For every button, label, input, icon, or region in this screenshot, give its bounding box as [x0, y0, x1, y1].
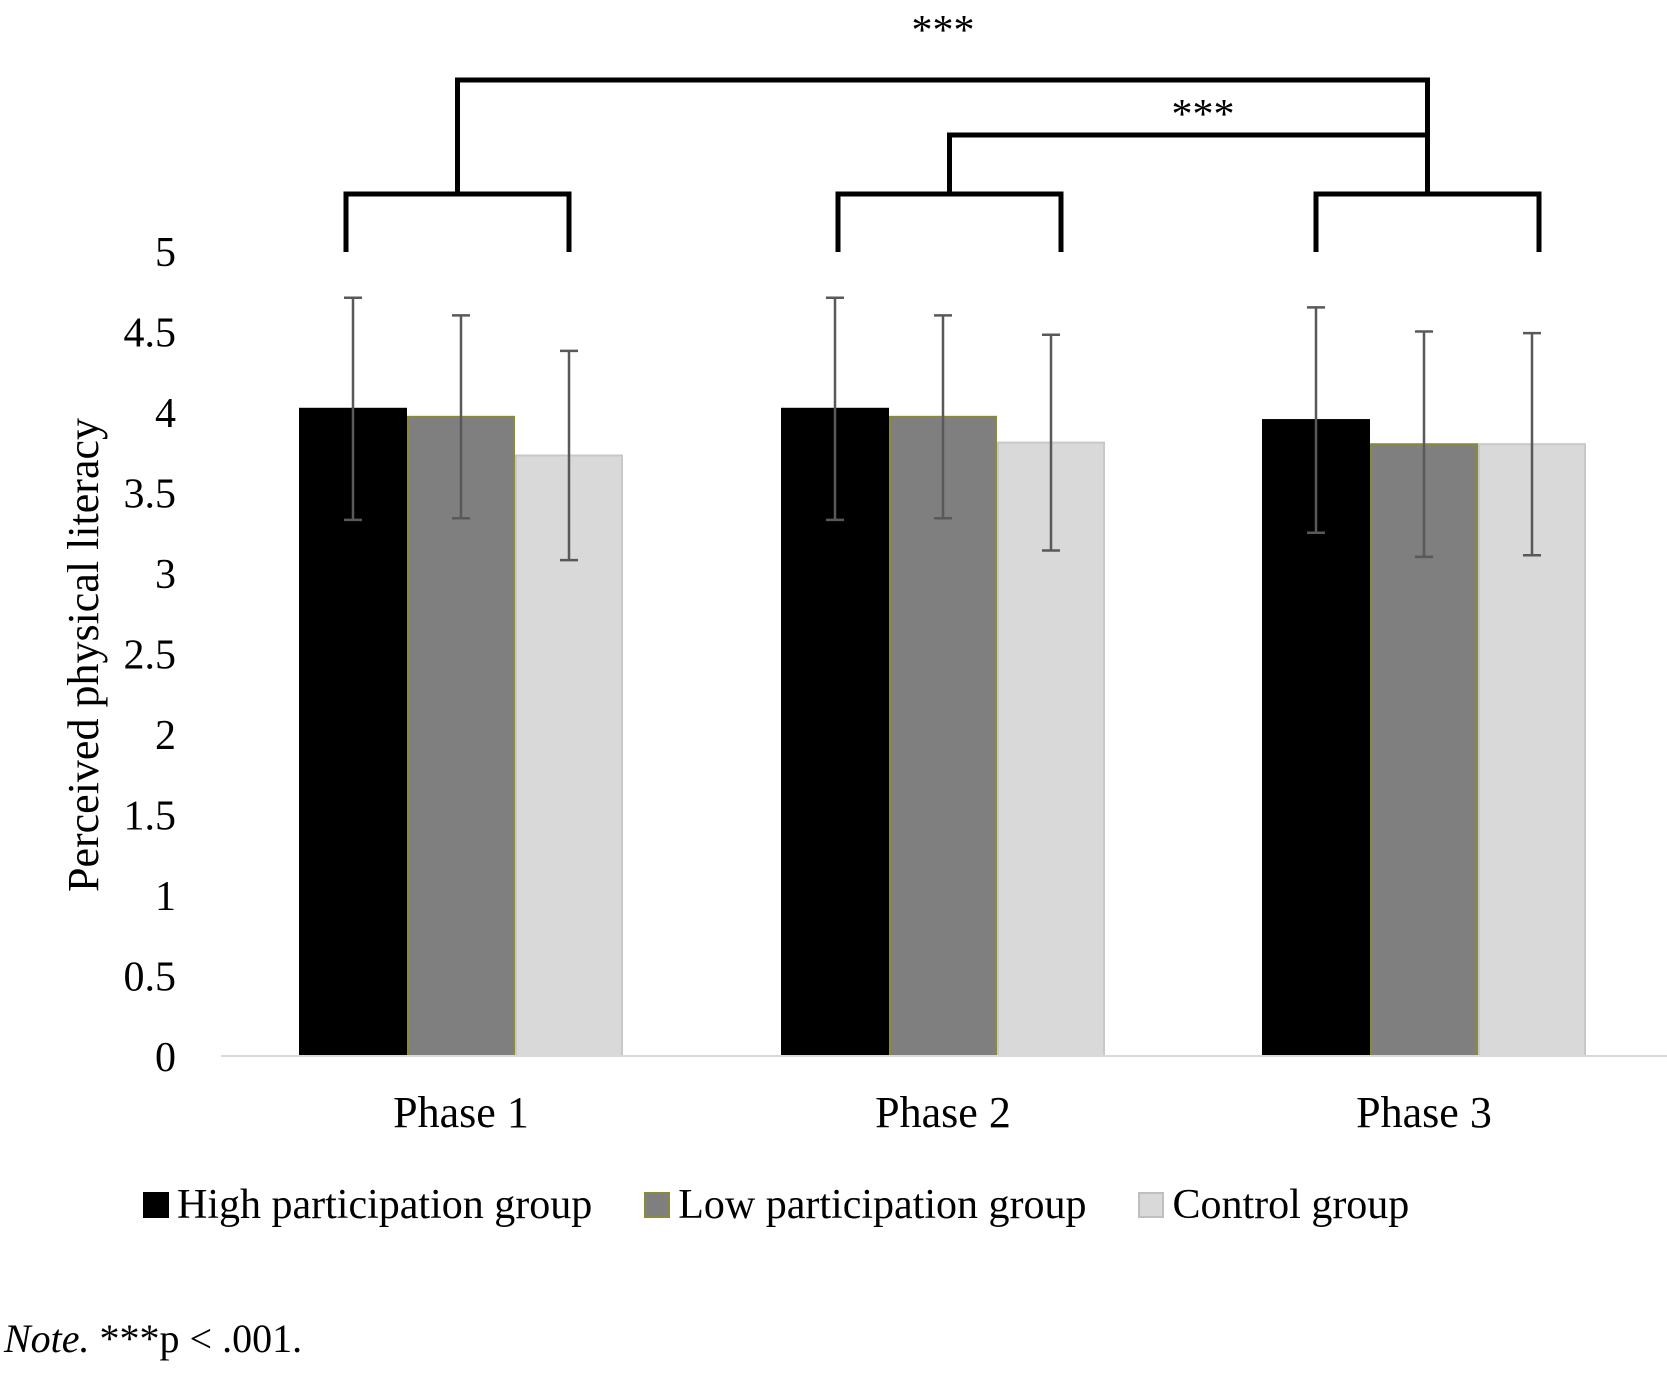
legend-item-3: Control group: [1138, 1181, 1409, 1229]
x-tick-label: Phase 1: [393, 1088, 529, 1137]
y-tick-label: 4: [155, 391, 176, 437]
y-tick-label: 3.5: [124, 472, 177, 518]
y-axis-ticks: 0 0.5 1 1.5 2 2.5 3 3.5 4 4.5 5: [124, 230, 177, 1081]
legend-label: Low participation group: [678, 1182, 1087, 1228]
legend-swatch: [143, 1192, 169, 1218]
legend-swatch: [1138, 1192, 1165, 1218]
legend-label: Control group: [1172, 1182, 1410, 1228]
phase-bracket-1: [343, 191, 572, 252]
y-tick-label: 2: [155, 713, 176, 759]
significance-brackets: *** ***: [343, 8, 1542, 252]
legend: High participation group Low participatio…: [143, 1180, 1461, 1230]
y-axis-label: Perceived physical literacy: [59, 418, 108, 892]
phase-bracket-2: [835, 191, 1064, 252]
legend-item-2: Low participation group: [644, 1181, 1086, 1229]
note-label: Note.: [4, 1316, 90, 1361]
y-tick-label: 0.5: [124, 955, 177, 1001]
bar-phase-2-series-2: [889, 415, 997, 1057]
phase-bracket-3: [1313, 191, 1542, 252]
figure-note: Note. ***p < .001.: [4, 1315, 302, 1362]
x-axis-ticks: Phase 1 Phase 2 Phase 3: [393, 1088, 1492, 1137]
y-tick-label: 5: [155, 230, 176, 276]
legend-swatch: [644, 1192, 671, 1218]
y-tick-label: 2.5: [124, 633, 177, 679]
y-tick-label: 0: [155, 1035, 176, 1081]
legend-label: High participation group: [177, 1182, 593, 1228]
bar-phase-1-series-2: [407, 415, 515, 1057]
significance-label-phase2-phase3: ***: [1172, 92, 1235, 138]
significance-label-phase1-phase3: ***: [912, 8, 975, 54]
y-tick-label: 1: [155, 874, 176, 920]
y-tick-label: 1.5: [124, 794, 177, 840]
y-tick-label: 3: [155, 552, 176, 598]
significance-bracket-phase2-phase3: [947, 132, 1428, 194]
legend-item-1: High participation group: [143, 1181, 592, 1229]
x-tick-label: Phase 3: [1356, 1088, 1492, 1137]
y-tick-label: 4.5: [124, 311, 177, 357]
note-text: ***p < .001.: [89, 1316, 303, 1361]
error-bars: [344, 296, 1541, 562]
x-tick-label: Phase 2: [875, 1088, 1011, 1137]
